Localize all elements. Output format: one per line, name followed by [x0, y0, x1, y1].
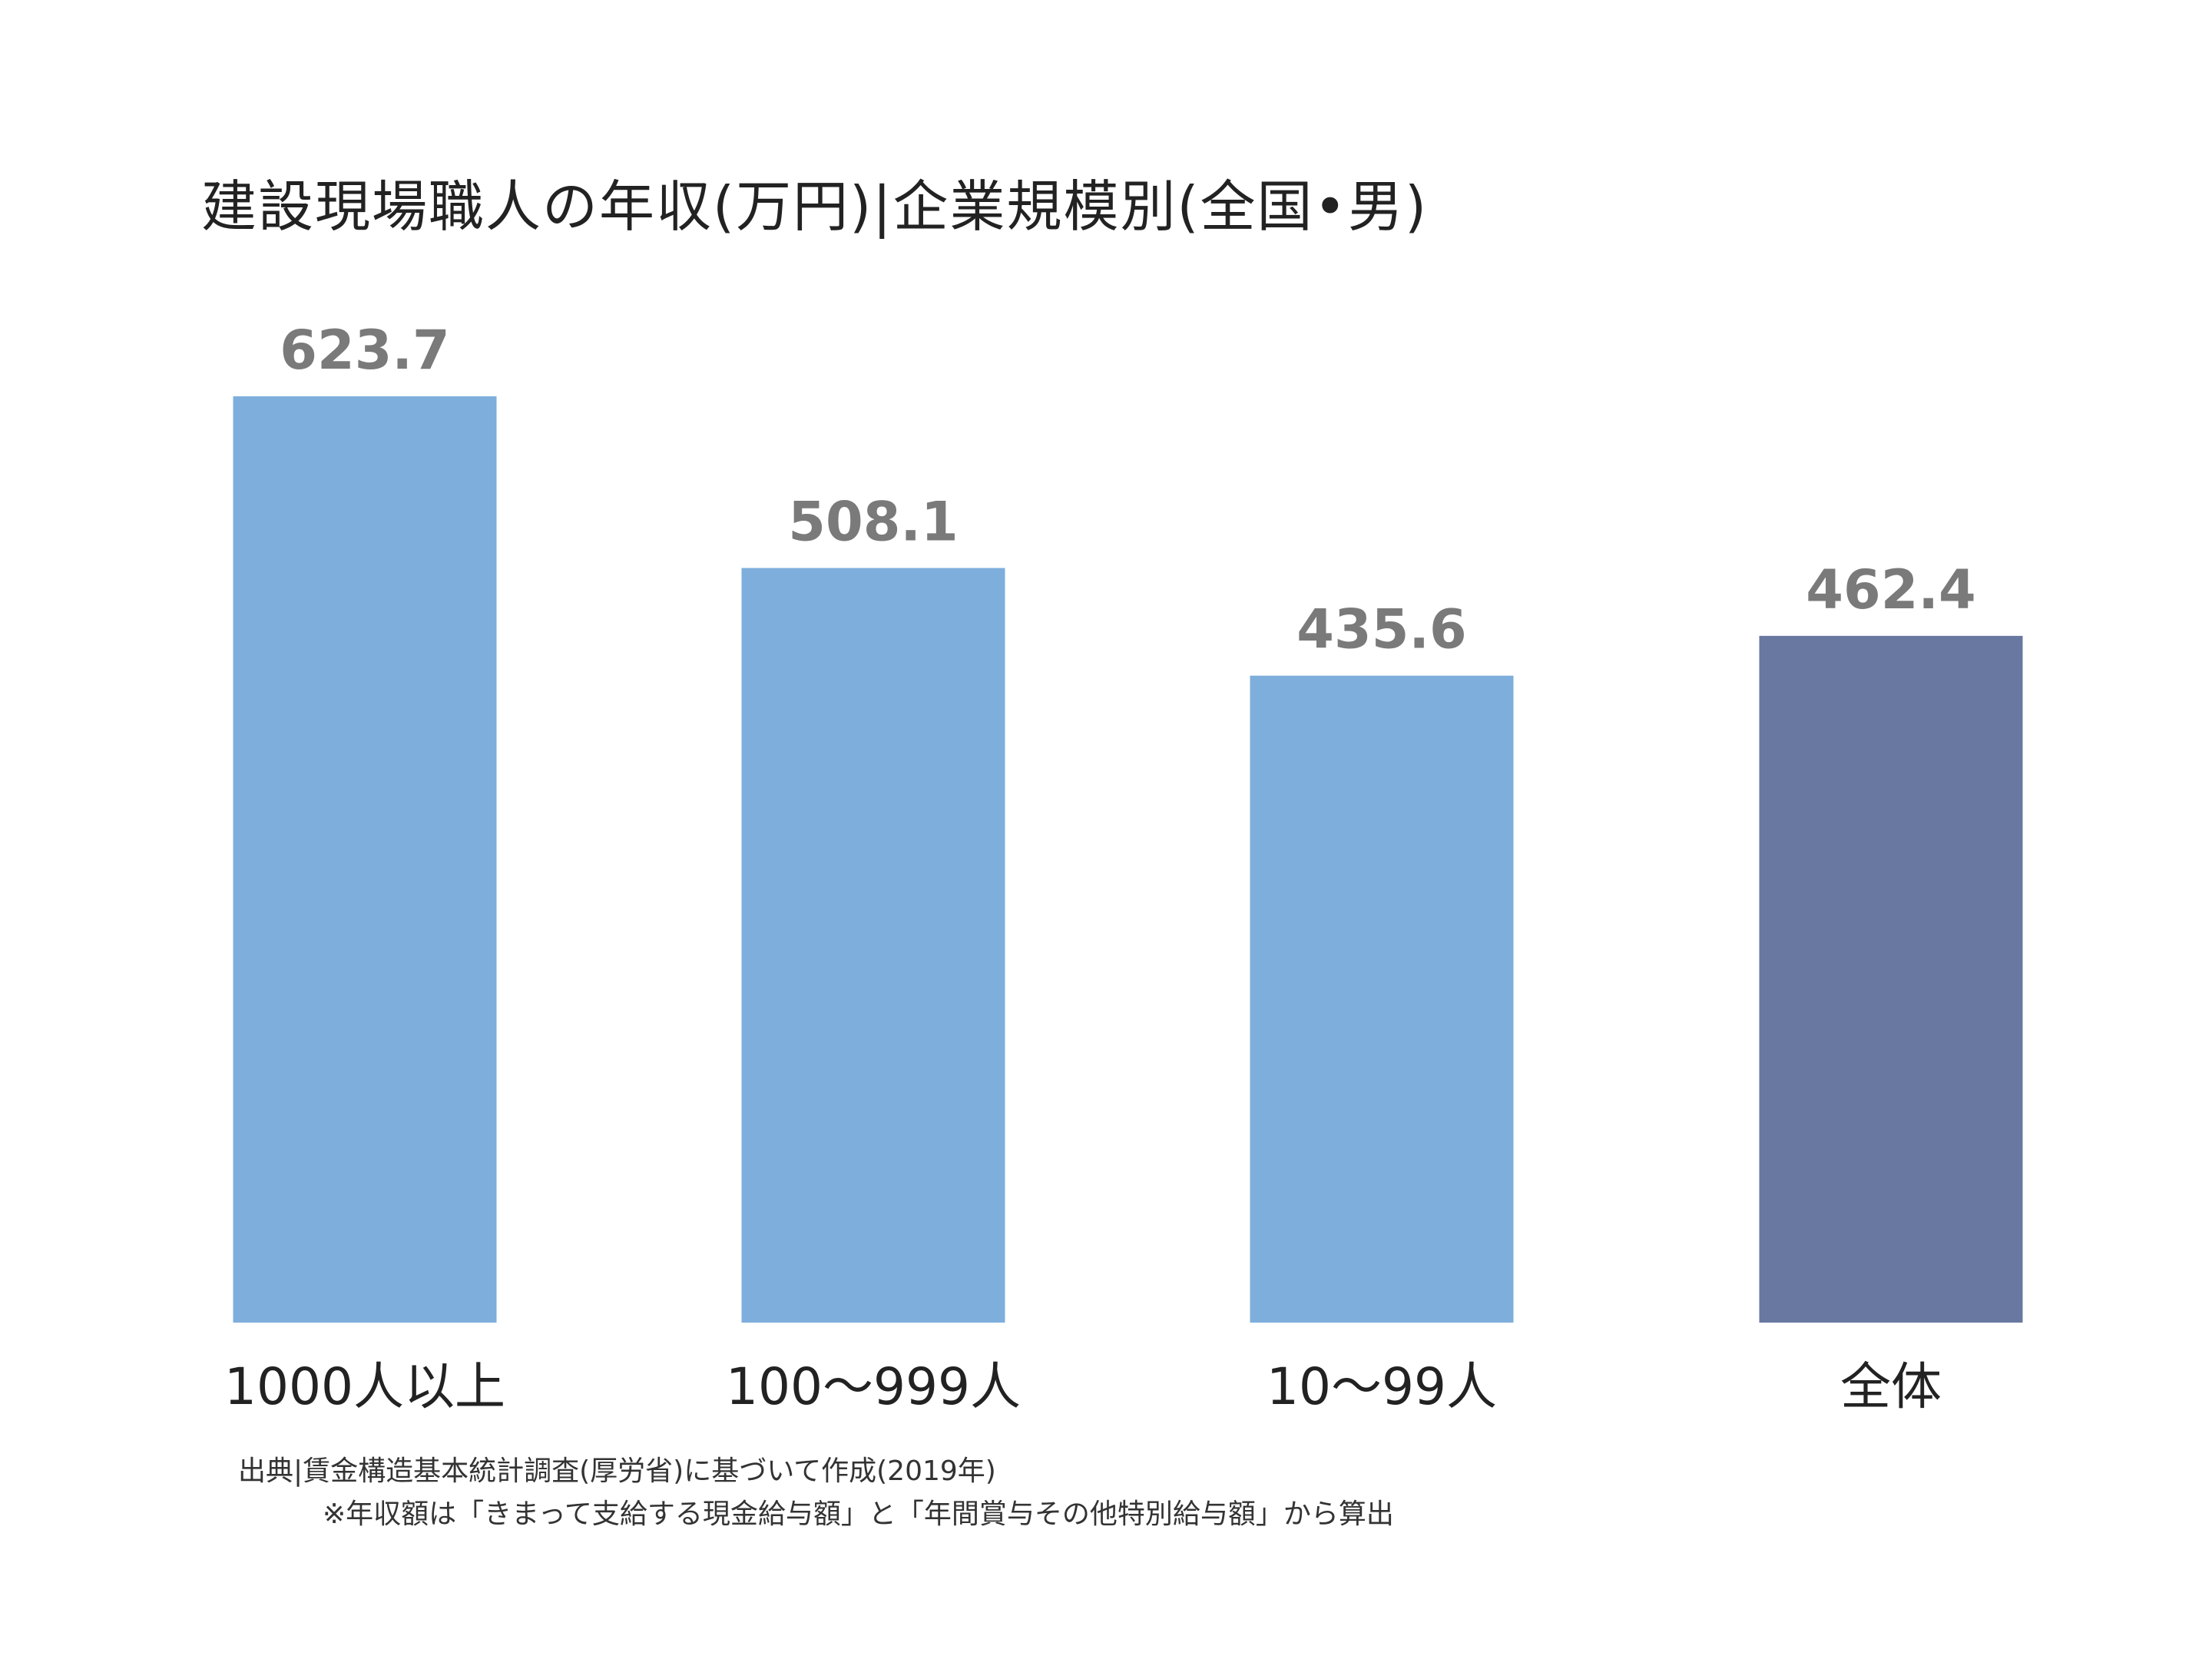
bar-2 [1250, 675, 1514, 1323]
value-label-0: 623.7 [280, 319, 449, 382]
source-note: 出典|賃金構造基本統計調査(厚労省)に基づいて作成(2019年) ※年収額は「き… [238, 1450, 1394, 1536]
value-label-1: 508.1 [788, 491, 958, 554]
value-label-2: 435.6 [1296, 598, 1466, 661]
bar-1 [741, 568, 1005, 1323]
source-footnote: ※年収額は「きまって支給する現金給与額」と「年間賞与その他特別給与額」から算出 [323, 1498, 1394, 1530]
category-label-2: 10〜99人 [1267, 1357, 1497, 1416]
value-label-3: 462.4 [1806, 558, 1975, 621]
category-label-1: 100〜999人 [726, 1357, 1021, 1416]
source-citation: 出典|賃金構造基本統計調査(厚労省)に基づいて作成(2019年) [238, 1455, 996, 1487]
chart-title: 建設現場職人の年収(万円)|企業規模別(全国•男) [201, 174, 1429, 239]
category-label-3: 全体 [1840, 1357, 1942, 1416]
bar-0 [233, 396, 497, 1323]
category-label-0: 1000人以上 [224, 1357, 505, 1416]
bar-3 [1759, 635, 2023, 1323]
